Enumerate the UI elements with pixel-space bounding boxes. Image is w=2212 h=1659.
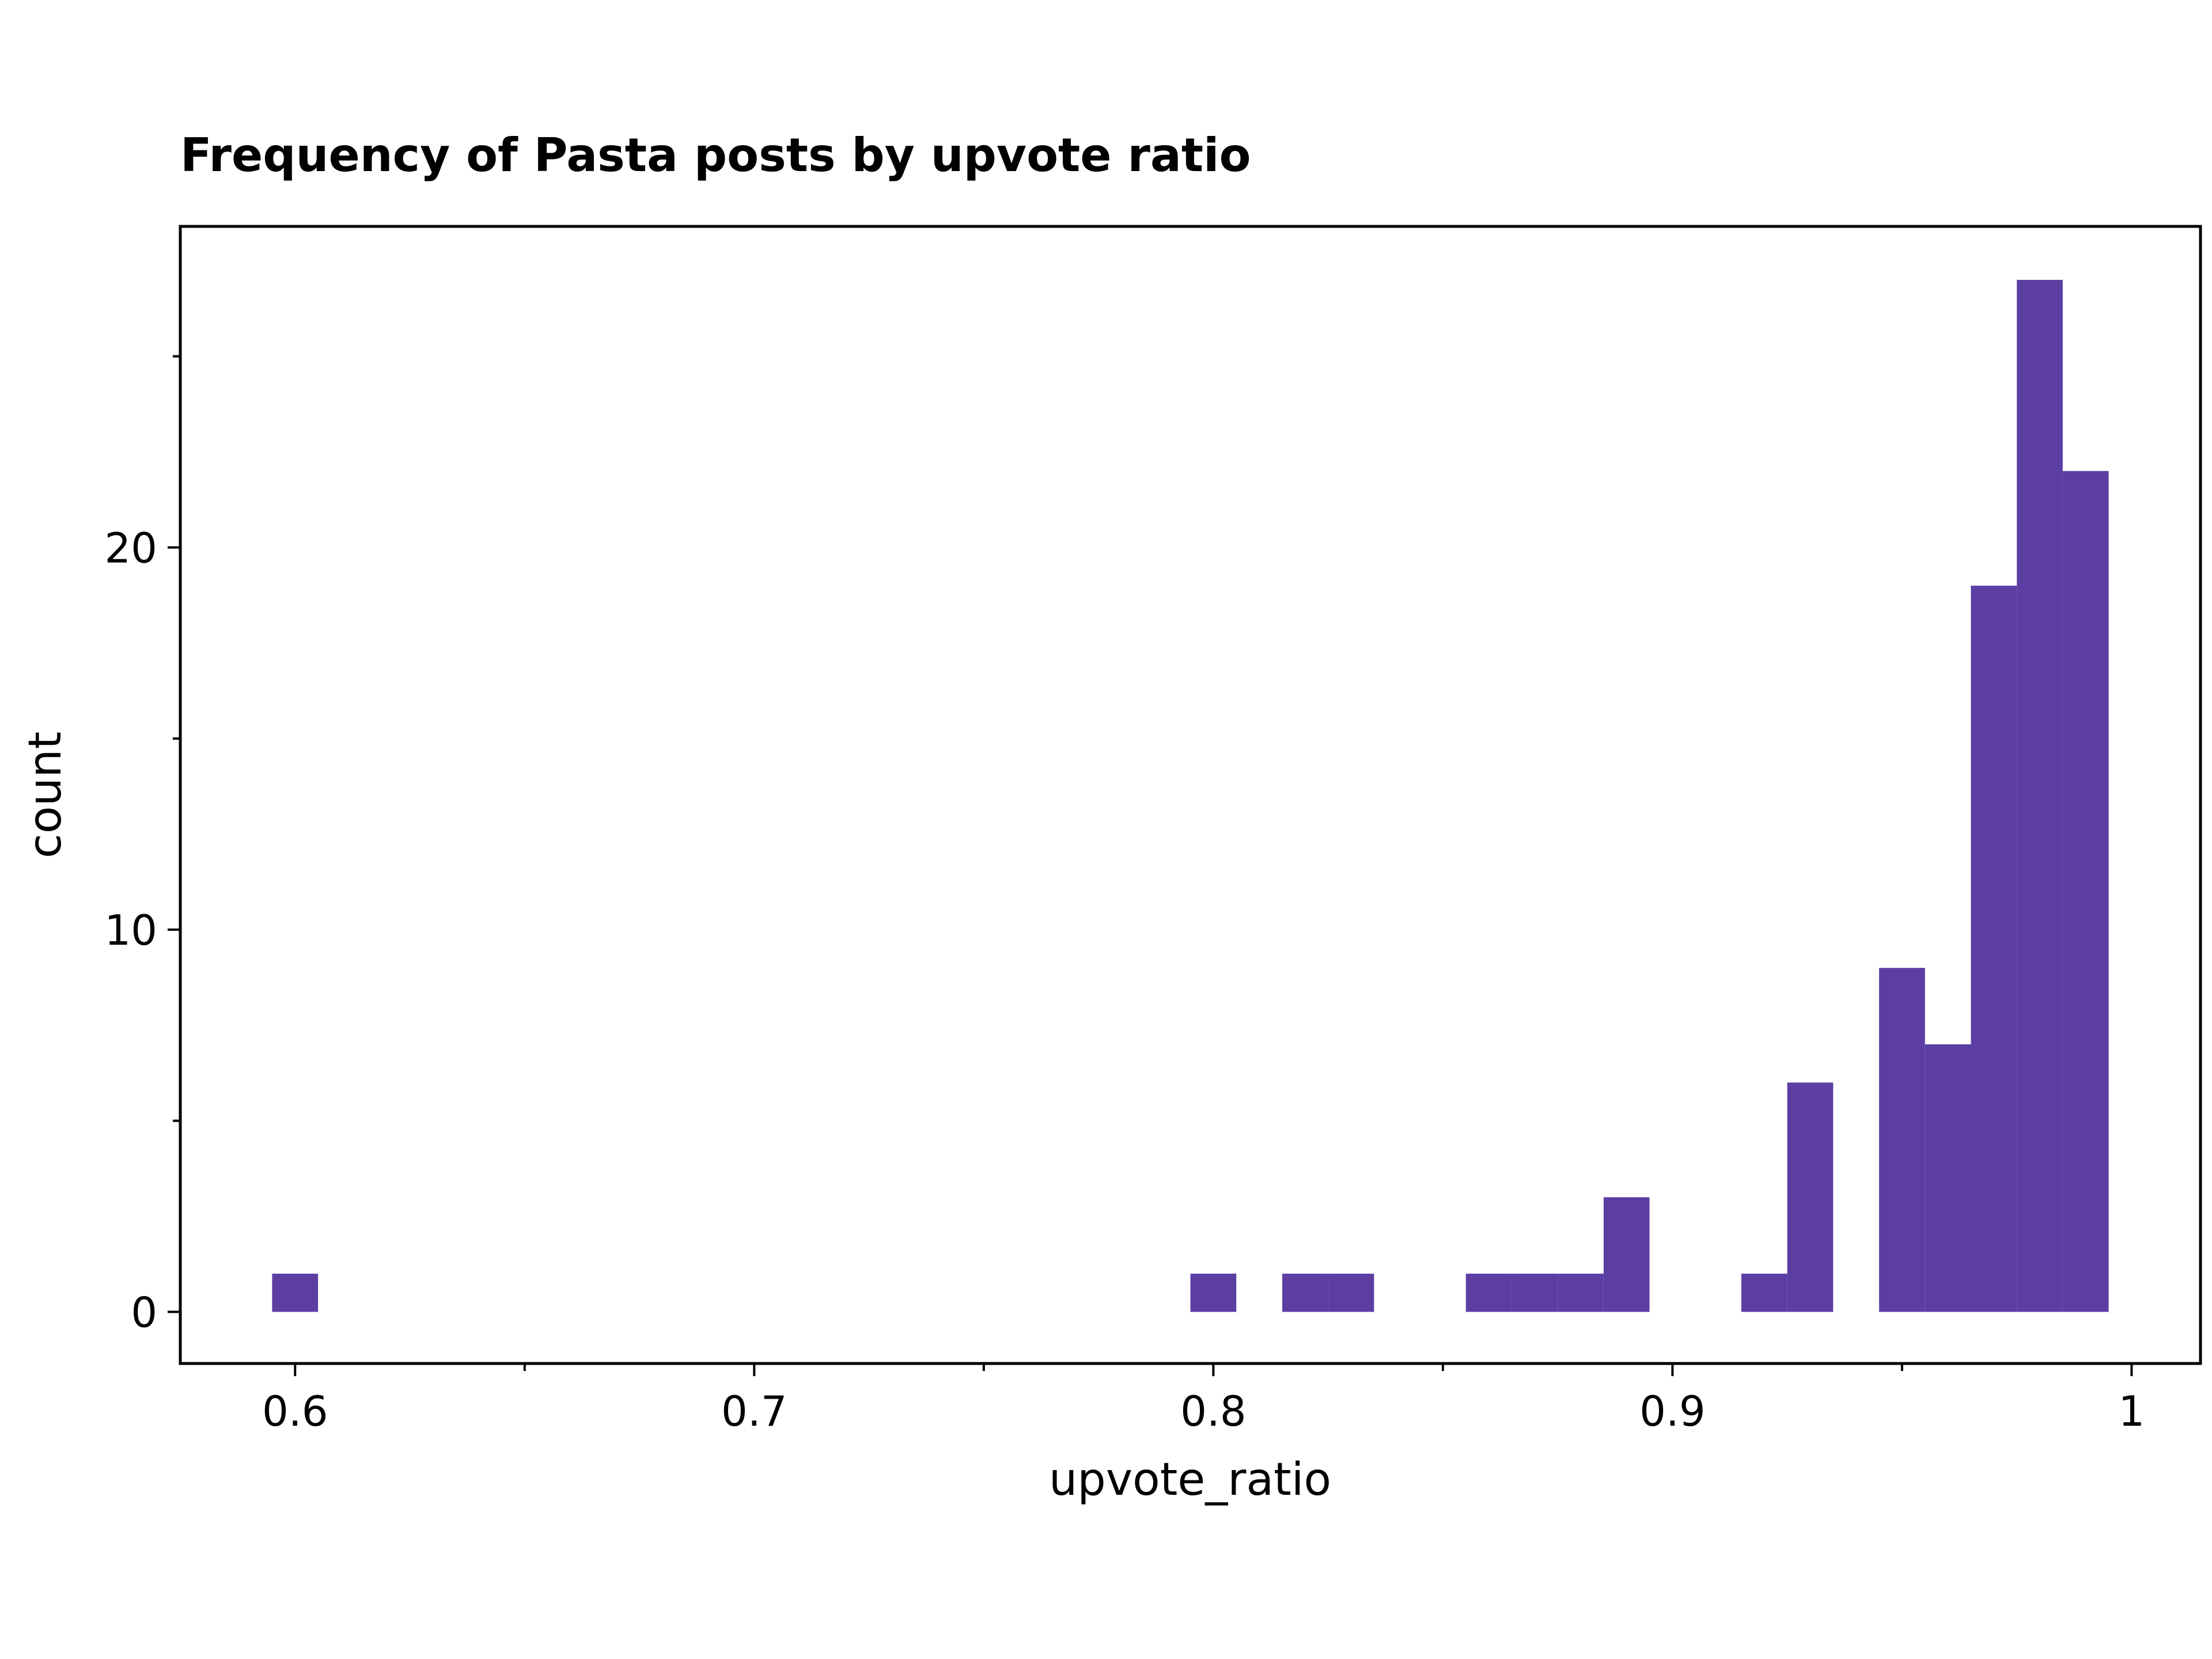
bar-11 <box>1925 1044 1971 1312</box>
bar-12 <box>1971 585 2017 1312</box>
y-axis-label: count <box>20 732 71 858</box>
x-axis: 0.6 0.7 0.8 0.9 1 <box>262 1363 2145 1435</box>
y-axis: 0 10 20 <box>104 355 180 1336</box>
bar-10 <box>1879 968 1925 1312</box>
bar-1 <box>1190 1274 1237 1312</box>
bar-5 <box>1512 1274 1558 1312</box>
bar-6 <box>1558 1274 1604 1312</box>
plot-frame <box>179 225 2202 1365</box>
chart-title: Frequency of Pasta posts by upvote ratio <box>180 128 1251 182</box>
bar-2 <box>1282 1274 1328 1312</box>
bar-9 <box>1787 1082 1834 1312</box>
y-tick-label-2: 20 <box>104 524 157 572</box>
bar-0 <box>272 1274 319 1312</box>
x-tick-label-0: 0.6 <box>262 1387 328 1435</box>
x-axis-label: upvote_ratio <box>1049 1454 1331 1506</box>
bars-group <box>272 279 2109 1312</box>
bar-13 <box>2017 279 2063 1312</box>
y-tick-label-1: 10 <box>104 906 157 955</box>
x-tick-label-2: 0.8 <box>1180 1387 1247 1435</box>
x-tick-label-1: 0.7 <box>721 1387 787 1435</box>
bar-8 <box>1741 1274 1787 1312</box>
bar-4 <box>1465 1274 1512 1312</box>
bar-3 <box>1328 1274 1374 1312</box>
x-tick-label-3: 0.9 <box>1639 1387 1706 1435</box>
x-tick-label-4: 1 <box>2119 1387 2145 1435</box>
bar-14 <box>2062 471 2109 1312</box>
bar-7 <box>1603 1197 1650 1312</box>
y-tick-label-0: 0 <box>131 1288 157 1336</box>
